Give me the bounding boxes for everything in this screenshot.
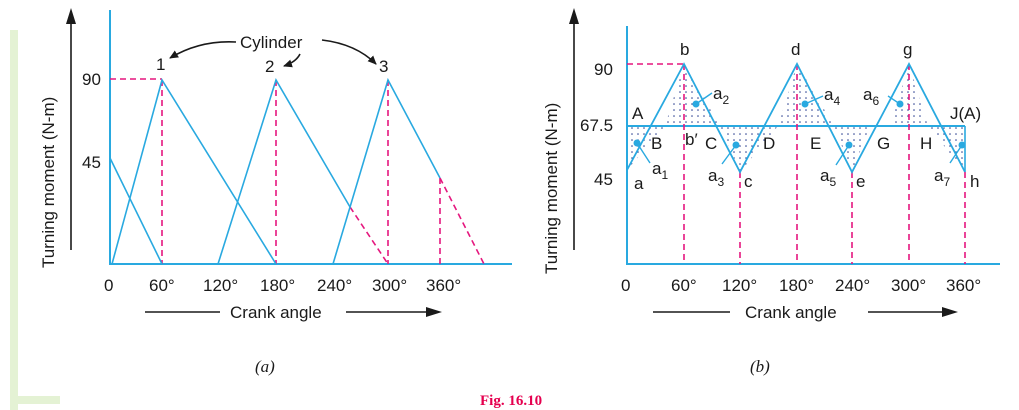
a-x-tick-120: 120°: [203, 276, 238, 295]
a-x-tick-180: 180°: [260, 276, 295, 295]
b-y-tick-90: 90: [594, 60, 613, 79]
b-crossing-label-C: C: [705, 134, 717, 153]
b-area-a7-leader: [949, 144, 963, 164]
page-side-bar: [10, 30, 60, 410]
diagram-a: 90 45 Turning moment (N-m) Cylinder 1 2 …: [39, 8, 512, 376]
a-y-axis-title: Turning moment (N-m): [39, 97, 58, 268]
b-area-label-a5: a5: [820, 166, 836, 189]
b-y-tick-67-5: 67.5: [580, 116, 613, 135]
a-cylinder-2-curve: [217, 78, 351, 265]
b-valley-label-h: h: [970, 172, 979, 191]
b-x-tick-240: 240°: [835, 276, 870, 295]
a-cylinder-arrow-2: [283, 53, 301, 68]
b-x-tick-0: 0: [621, 276, 630, 295]
a-y-axis-arrowhead: [66, 8, 76, 24]
b-y-axis-title: Turning moment (N-m): [542, 103, 561, 274]
a-cylinder-arrow-1: [169, 41, 237, 59]
a-cylinder-number-2: 2: [265, 57, 274, 76]
a-x-tick-300: 300°: [372, 276, 407, 295]
b-area-label-a2: a2: [713, 84, 729, 107]
b-sublabel: (b): [750, 357, 770, 376]
b-b-prime-label: b′: [685, 130, 698, 149]
b-crossing-label-G: G: [877, 134, 890, 153]
b-x-tick-360: 360°: [946, 276, 981, 295]
b-crossing-label-D: D: [763, 134, 775, 153]
a-x-tick-0: 0: [104, 276, 113, 295]
a-x-tick-60: 60°: [149, 276, 175, 295]
a-previous-cycle-tail: [109, 157, 163, 265]
b-x-title-arrowhead: [942, 307, 958, 317]
a-cylinder-arrow-3: [321, 39, 377, 65]
b-crossing-label-H: H: [920, 134, 932, 153]
a-dash-c3-tail: [439, 177, 485, 265]
figure-caption: Fig. 16.10: [480, 393, 542, 409]
a-x-title-arrowhead: [426, 307, 442, 317]
a-sublabel: (a): [255, 357, 275, 376]
b-y-axis-arrowhead: [569, 8, 579, 24]
a-dash-c2-tail: [349, 206, 389, 265]
b-area-a7: [928, 126, 965, 172]
b-crossing-label-E: E: [810, 134, 821, 153]
diagram-b: 90 67.5 45 Turning moment (N-m) b d g a …: [542, 8, 1000, 376]
b-area-a2-leader: [695, 92, 713, 105]
b-crossing-label-A: A: [632, 104, 644, 123]
b-area-a3: [720, 126, 778, 172]
b-area-label-a3: a3: [708, 166, 724, 189]
b-area-label-a7: a7: [934, 166, 950, 189]
b-valley-label-a: a: [634, 174, 644, 193]
b-y-tick-45: 45: [594, 170, 613, 189]
b-peak-label-b: b: [680, 40, 689, 59]
b-area-label-a4: a4: [824, 85, 840, 108]
b-peak-label-d: d: [791, 40, 800, 59]
b-crossing-label-JA: J(A): [950, 104, 981, 123]
b-area-label-a1: a1: [652, 159, 668, 182]
a-cylinder-number-3: 3: [379, 57, 388, 76]
b-area-a1-leader: [636, 142, 651, 164]
b-resultant-curve: [626, 62, 966, 174]
b-area-a4-leader: [804, 95, 824, 105]
b-x-axis-title: Crank angle: [745, 303, 837, 322]
a-y-tick-45: 45: [82, 153, 101, 172]
b-area-label-a6: a6: [863, 85, 879, 108]
a-x-tick-360: 360°: [426, 276, 461, 295]
a-y-tick-90: 90: [82, 70, 101, 89]
a-cylinder-1-curve: [111, 78, 277, 265]
b-area-a3-leader: [721, 144, 737, 165]
b-area-a5-leader: [835, 144, 850, 166]
b-area-a1: [627, 126, 665, 170]
a-x-tick-240: 240°: [317, 276, 352, 295]
b-area-a6-leader: [887, 95, 901, 105]
b-valley-label-e: e: [856, 172, 865, 191]
b-x-tick-120: 120°: [722, 276, 757, 295]
b-crossing-label-B: B: [651, 134, 662, 153]
a-cylinder-3-curve: [332, 77, 441, 265]
a-x-axis-title: Crank angle: [230, 303, 322, 322]
b-valley-label-c: c: [744, 172, 753, 191]
b-x-tick-300: 300°: [891, 276, 926, 295]
b-x-tick-180: 180°: [779, 276, 814, 295]
b-area-a5: [834, 126, 870, 172]
b-x-tick-60: 60°: [671, 276, 697, 295]
a-cylinder-number-1: 1: [156, 55, 165, 74]
b-area-a2: [665, 64, 720, 126]
a-cylinder-label: Cylinder: [240, 33, 303, 52]
b-peak-label-g: g: [903, 40, 912, 59]
